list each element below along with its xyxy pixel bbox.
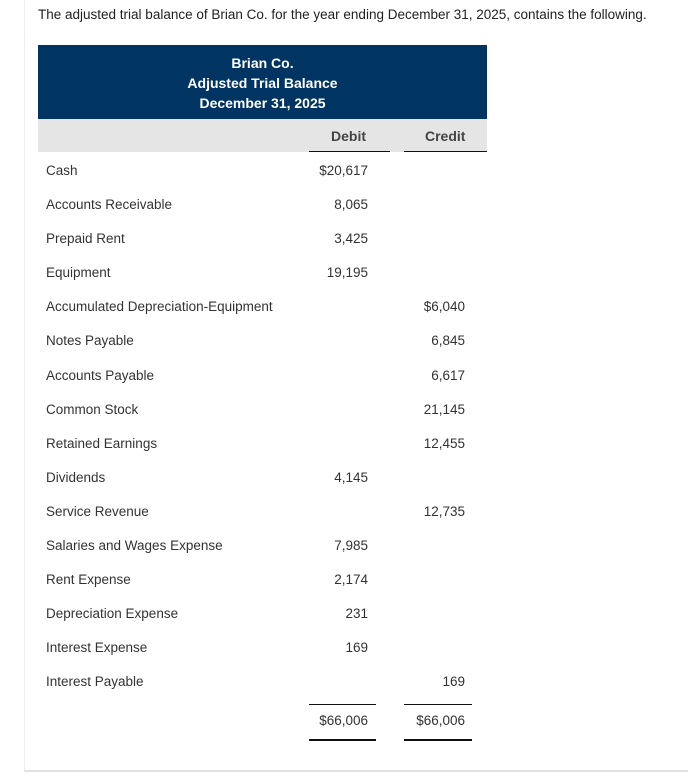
credit-amount: 12,455 <box>423 435 465 451</box>
debit-amount: 7,985 <box>334 538 368 554</box>
account-name: Common Stock <box>46 401 139 417</box>
trial-balance-table: Brian Co. Adjusted Trial Balance Decembe… <box>38 45 487 746</box>
account-name: Accounts Receivable <box>46 197 173 213</box>
account-name: Accumulated Depreciation-Equipment <box>46 299 273 315</box>
account-name: Dividends <box>46 469 106 485</box>
account-name: Retained Earnings <box>46 435 158 451</box>
debit-amount: $20,617 <box>319 163 368 178</box>
account-name: Interest Payable <box>46 674 144 690</box>
credit-amount: 6,617 <box>431 367 465 383</box>
account-name: Accounts Payable <box>46 367 155 383</box>
account-name: Equipment <box>46 265 111 281</box>
credit-double-rule <box>404 738 472 741</box>
debit-double-rule <box>309 738 376 741</box>
table-row: Depreciation Expense 231 <box>38 597 487 631</box>
totals-row: $66,006 $66,006 <box>38 700 487 746</box>
account-name: Depreciation Expense <box>46 606 179 622</box>
debit-total: $66,006 <box>319 712 368 728</box>
table-row: Interest Payable 169 <box>38 665 487 699</box>
table-row: Interest Expense 169 <box>38 631 487 665</box>
table-row: Retained Earnings 12,455 <box>38 427 487 461</box>
credit-amount: 21,145 <box>423 401 465 417</box>
account-name: Service Revenue <box>46 503 149 519</box>
debit-header: Debit <box>331 128 366 144</box>
table-row: Salaries and Wages Expense 7,985 <box>38 529 487 563</box>
credit-amount: 169 <box>442 674 465 690</box>
table-row: Accumulated Depreciation-Equipment $6,04… <box>38 290 487 324</box>
table-row: Accounts Receivable 8,065 <box>38 188 487 222</box>
table-row: Dividends 4,145 <box>38 461 487 495</box>
statement-date: December 31, 2025 <box>199 95 326 111</box>
account-name: Interest Expense <box>46 640 148 656</box>
account-name: Rent Expense <box>46 572 131 588</box>
account-name: Cash <box>46 163 78 178</box>
debit-amount: 231 <box>345 606 368 622</box>
credit-amount: 6,845 <box>431 333 465 349</box>
company-name: Brian Co. <box>231 55 294 71</box>
table-row: Service Revenue 12,735 <box>38 495 487 529</box>
debit-amount: 3,425 <box>334 231 368 247</box>
account-name: Notes Payable <box>46 333 134 349</box>
account-name: Prepaid Rent <box>46 231 125 247</box>
credit-header: Credit <box>425 128 466 144</box>
credit-total-rule <box>404 703 472 705</box>
table-row: Cash $20,617 <box>38 154 487 188</box>
column-header-row: Debit Credit <box>38 119 487 152</box>
statement-title: Adjusted Trial Balance <box>187 75 338 91</box>
table-row: Notes Payable 6,845 <box>38 324 487 358</box>
debit-amount: 8,065 <box>334 197 368 213</box>
debit-total-rule <box>309 703 376 705</box>
credit-amount: 12,735 <box>423 503 465 519</box>
account-name: Salaries and Wages Expense <box>46 538 223 554</box>
debit-amount: 2,174 <box>334 572 368 588</box>
table-header: Brian Co. Adjusted Trial Balance Decembe… <box>38 45 487 119</box>
content-card <box>24 0 688 772</box>
credit-header-underline <box>404 151 487 152</box>
intro-text: The adjusted trial balance of Brian Co. … <box>38 7 647 22</box>
table-row: Accounts Payable 6,617 <box>38 359 487 393</box>
debit-header-underline <box>309 151 390 152</box>
table-row: Rent Expense 2,174 <box>38 563 487 597</box>
debit-amount: 169 <box>345 640 368 656</box>
table-row: Equipment 19,195 <box>38 256 487 290</box>
credit-amount: $6,040 <box>423 299 465 315</box>
credit-total: $66,006 <box>416 712 465 728</box>
debit-amount: 4,145 <box>334 469 368 485</box>
table-row: Common Stock 21,145 <box>38 393 487 427</box>
debit-amount: 19,195 <box>326 265 368 281</box>
table-row: Prepaid Rent 3,425 <box>38 222 487 256</box>
